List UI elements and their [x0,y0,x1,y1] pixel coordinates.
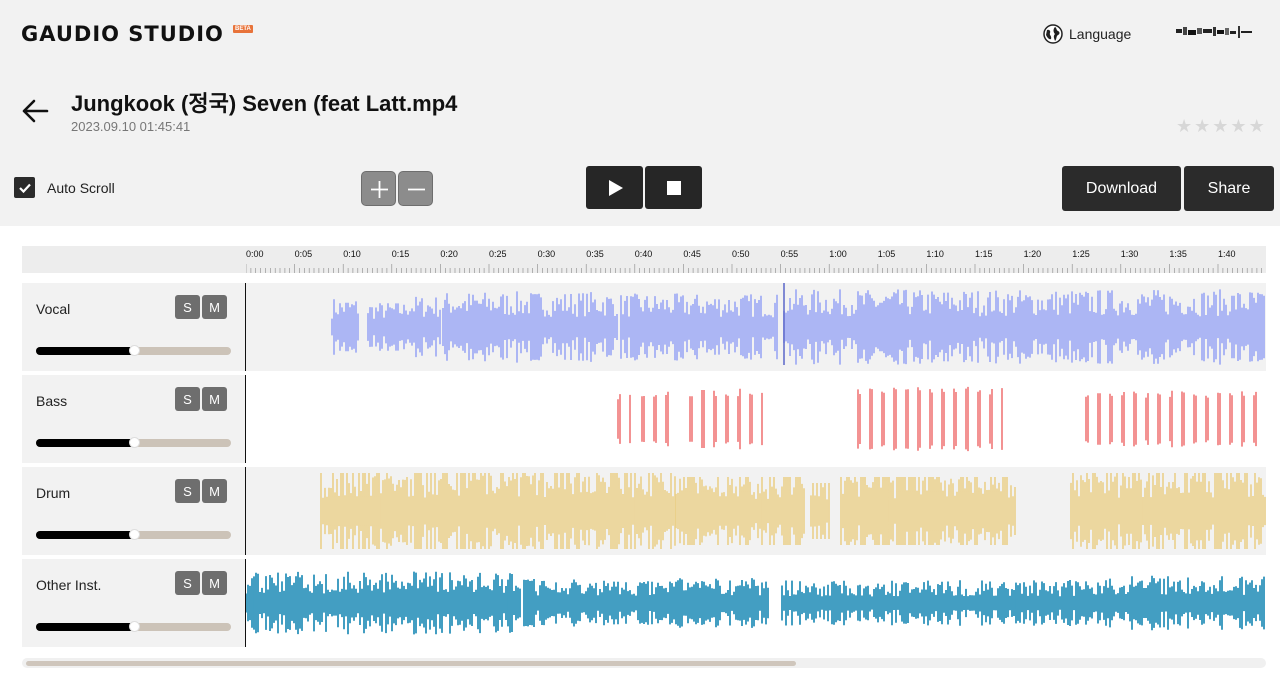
globe-icon [1043,24,1063,44]
timeline-tick-label: 0:00 [246,249,264,259]
app-logo[interactable]: GAUDIO STUDIO [21,22,224,46]
beta-badge: BETA [233,25,253,33]
mute-button[interactable]: M [202,387,227,411]
timeline-tick-label: 1:30 [1121,249,1139,259]
timeline-tick-label: 1:10 [926,249,944,259]
ruler-ticks[interactable]: 0:00 0:05 0:10 0:15 0:20 0:25 0:30 0:35 0:40 0:45… [246,246,1266,273]
track-header: Bass S M [22,375,245,463]
track-name: Drum [36,485,71,501]
minus-icon [408,188,425,191]
stop-icon [666,180,681,195]
arrow-left-icon[interactable] [20,96,50,126]
language-label: Language [1069,26,1132,42]
track-header: Other Inst. S M [22,559,245,647]
stop-button[interactable] [645,166,702,209]
waveform-path [331,289,1265,365]
timeline-tick-label: 1:25 [1072,249,1090,259]
star-icon[interactable]: ★ [1230,116,1247,136]
volume-slider[interactable] [36,529,231,540]
top-bar: GAUDIO STUDIO BETA Language [0,0,1280,70]
solo-button[interactable]: S [175,479,200,503]
timeline-tick-label: 1:15 [975,249,993,259]
rating-stars[interactable]: ★ ★ ★ ★ ★ [1176,117,1265,135]
mute-button[interactable]: M [202,295,227,319]
volume-slider-handle[interactable] [128,621,140,632]
timeline-tick-label: 0:25 [489,249,507,259]
vocal-waveform[interactable] [246,283,1266,371]
track-name: Bass [36,393,68,409]
star-icon[interactable]: ★ [1248,116,1265,136]
timeline-tick-label: 0:15 [392,249,410,259]
timeline-ruler[interactable]: 0:00 0:05 0:10 0:15 0:20 0:25 0:30 0:35 0:40 0:45… [22,246,1266,273]
project-date: 2023.09.10 01:45:41 [71,119,191,134]
horizontal-scrollbar[interactable] [22,658,1266,668]
timeline-tick-label: 1:20 [1024,249,1042,259]
timeline-tick-label: 0:30 [538,249,556,259]
volume-slider[interactable] [36,621,231,632]
timeline-tick-label: 0:45 [683,249,701,259]
track-divider [245,283,246,371]
timeline-tick-label: 0:40 [635,249,653,259]
timeline-tick-label: 0:35 [586,249,604,259]
mute-button[interactable]: M [202,571,227,595]
mute-button[interactable]: M [202,479,227,503]
volume-slider[interactable] [36,437,231,448]
timeline-tick-label: 0:55 [781,249,799,259]
timeline-tick-label: 1:40 [1218,249,1236,259]
track-editor: 0:00 0:05 0:10 0:15 0:20 0:25 0:30 0:35 0:40 0:45… [0,226,1280,676]
zoom-in-button[interactable] [361,171,396,206]
timeline-tick-label: 0:50 [732,249,750,259]
solo-button[interactable]: S [175,571,200,595]
track-divider [245,375,246,463]
play-icon [608,179,623,196]
bass-waveform[interactable] [246,375,1266,463]
solo-button[interactable]: S [175,387,200,411]
solo-button[interactable]: S [175,295,200,319]
drum-waveform[interactable] [246,467,1266,555]
volume-slider-handle[interactable] [128,529,140,540]
star-icon[interactable]: ★ [1176,116,1193,136]
timeline-tick-label: 1:05 [878,249,896,259]
waveform-path [246,571,1265,635]
other-inst-waveform[interactable] [246,559,1266,647]
volume-slider-handle[interactable] [128,437,140,448]
volume-slider-handle[interactable] [128,345,140,356]
star-icon[interactable]: ★ [1194,116,1211,136]
track-drum: Drum S M [22,467,1266,555]
track-vocal: Vocal S M [22,283,1266,371]
star-icon[interactable]: ★ [1212,116,1229,136]
timeline-tick-label: 1:00 [829,249,847,259]
play-button[interactable] [586,166,643,209]
timeline-tick-label: 1:35 [1169,249,1187,259]
timeline-tick-label: 0:20 [440,249,458,259]
track-bass: Bass S M [22,375,1266,463]
timeline-tick-label: 0:10 [343,249,361,259]
zoom-out-button[interactable] [398,171,433,206]
project-title: Jungkook (정국) Seven (feat Latt.mp4 [71,91,458,116]
check-icon [18,183,31,193]
timeline-tick-label: 0:05 [295,249,313,259]
track-name: Vocal [36,301,71,317]
track-name: Other Inst. [36,577,102,593]
auto-scroll-toggle[interactable]: Auto Scroll [14,177,115,198]
auto-scroll-checkbox[interactable] [14,177,35,198]
download-button[interactable]: Download [1062,166,1181,211]
waveform-path [320,473,1266,549]
volume-slider[interactable] [36,345,231,356]
plus-icon [371,181,388,198]
track-divider [245,467,246,555]
share-button[interactable]: Share [1184,166,1274,211]
track-header: Drum S M [22,467,245,555]
scrollbar-thumb[interactable] [26,661,796,666]
language-selector[interactable]: Language [1043,24,1131,44]
user-avatar-icon[interactable] [1176,26,1252,38]
waveform-path [617,386,1257,452]
track-header: Vocal S M [22,283,245,371]
track-other-inst: Other Inst. S M [22,559,1266,647]
auto-scroll-label: Auto Scroll [47,179,115,196]
